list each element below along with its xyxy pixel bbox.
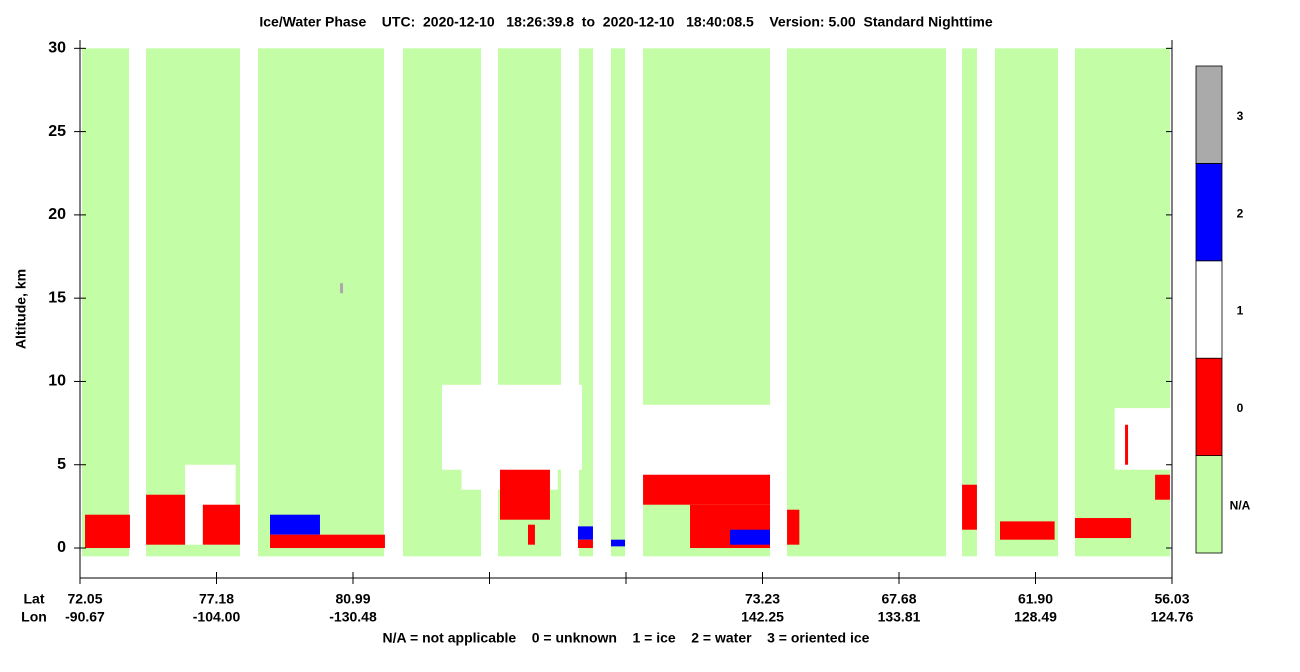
lat-tick-label: 67.68	[881, 591, 916, 607]
colorbar-label: 0	[1237, 401, 1244, 415]
phase-block	[643, 404, 771, 480]
lon-tick-label: 142.25	[741, 609, 784, 625]
lon-tick-label: 128.49	[1014, 609, 1057, 625]
y-tick-label: 5	[57, 456, 66, 473]
na-profile	[994, 48, 1059, 557]
phase-block	[610, 539, 626, 547]
na-profile	[579, 48, 593, 557]
chart-title: Ice/Water Phase UTC: 2020-12-10 18:26:39…	[259, 14, 992, 30]
colorbar-swatch	[1195, 162, 1223, 262]
colorbar-swatch	[1195, 357, 1223, 457]
phase-block	[527, 524, 535, 545]
phase-block	[146, 494, 186, 545]
phase-block	[202, 504, 240, 545]
y-tick-label: 30	[48, 40, 66, 57]
lon-tick-label: -130.48	[329, 609, 377, 625]
na-profile	[257, 48, 384, 557]
colorbar-swatch	[1195, 455, 1223, 554]
na-profile	[786, 48, 946, 557]
colorbar-label: 3	[1237, 109, 1244, 123]
phase-block	[962, 484, 977, 530]
y-tick-label: 25	[48, 123, 66, 140]
lon-tick-label: -104.00	[193, 609, 241, 625]
y-tick-label: 10	[48, 373, 66, 390]
y-tick-label: 15	[48, 289, 66, 306]
phase-block	[500, 469, 550, 520]
phase-block	[1125, 424, 1129, 465]
phase-block	[577, 526, 593, 540]
phase-block	[85, 514, 130, 549]
y-tick-label: 20	[48, 206, 66, 223]
phase-block	[1074, 518, 1132, 539]
na-profile	[610, 48, 626, 557]
lon-tick-label: -90.67	[65, 609, 105, 625]
na-profile	[962, 48, 977, 557]
lat-tick-label: 73.23	[745, 591, 780, 607]
phase-block	[270, 514, 320, 535]
phase-block	[1000, 521, 1055, 540]
lon-tick-label: 124.76	[1151, 609, 1194, 625]
lon-tick-label: 133.81	[878, 609, 921, 625]
lat-tick-label: 56.03	[1154, 591, 1189, 607]
na-profile	[82, 48, 130, 557]
y-axis-label: Altitude, km	[13, 269, 29, 349]
colorbar-label: 2	[1237, 206, 1244, 220]
phase-block	[1155, 474, 1170, 500]
legend-text: N/A = not applicable 0 = unknown 1 = ice…	[383, 630, 870, 646]
na-profile	[1074, 48, 1170, 557]
lat-tick-label: 72.05	[67, 591, 102, 607]
colorbar-label: 1	[1237, 304, 1244, 318]
phase-block	[340, 283, 344, 294]
phase-block	[787, 509, 800, 545]
colorbar-label: N/A	[1230, 498, 1251, 512]
phase-block	[730, 529, 771, 545]
lat-label: Lat	[24, 591, 45, 607]
phase-block	[577, 539, 593, 549]
phase-block	[643, 474, 771, 505]
colorbar-swatch	[1195, 65, 1223, 164]
lon-label: Lon	[21, 609, 47, 625]
phase-block	[270, 534, 385, 549]
lat-tick-label: 80.99	[335, 591, 370, 607]
y-tick-label: 0	[57, 539, 66, 556]
lat-tick-label: 61.90	[1018, 591, 1053, 607]
colorbar-swatch	[1195, 260, 1223, 359]
lat-tick-label: 77.18	[199, 591, 234, 607]
phase-block	[1114, 408, 1170, 470]
